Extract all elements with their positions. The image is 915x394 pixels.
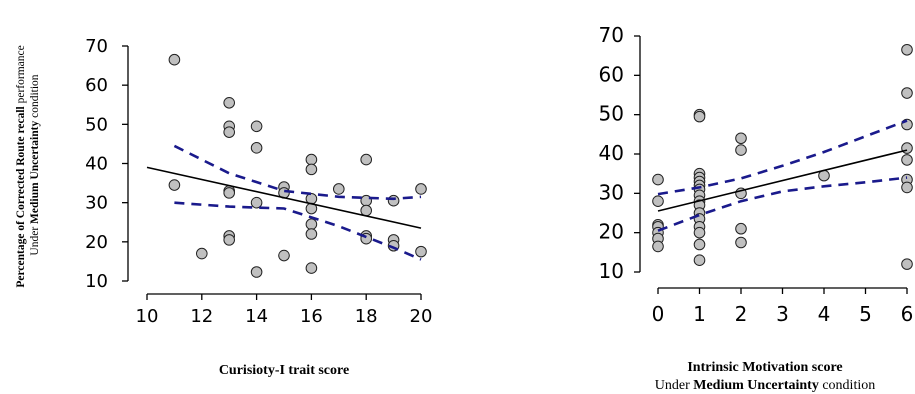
left-data-point (305, 218, 318, 231)
left-y-axis-label: Percentage of Corrected Route recall per… (15, 42, 41, 287)
right-y-tick-label: 50 (599, 102, 624, 126)
right-data-point (735, 222, 747, 235)
right-x-axis-label: Intrinsic Motivation score (687, 360, 842, 375)
right-y-tick-label: 20 (599, 220, 624, 244)
right-data-point (735, 144, 747, 156)
left-x-tick-label: 20 (410, 306, 433, 327)
left-chart: 10 20 30 40 50 60 70 10 12 14 16 18 20 Percentage o… (15, 36, 432, 378)
left-y-tick-label: 10 (85, 271, 108, 292)
left-data-point (250, 266, 263, 278)
left-data-point (333, 183, 345, 195)
left-x-tick-label: 14 (245, 306, 268, 327)
left-data-point (387, 194, 400, 207)
left-data-point (305, 153, 318, 166)
right-x-tick-label: 2 (735, 302, 748, 326)
left-data-point (415, 245, 427, 258)
right-data-point (901, 154, 913, 166)
left-x-axis-label: Curisioty-I trait score (219, 363, 349, 378)
left-data-point (250, 120, 263, 133)
left-data-point (305, 262, 318, 274)
right-x-tick-label: 5 (859, 302, 872, 326)
left-data-point (250, 196, 263, 209)
right-regression-line (657, 149, 908, 212)
right-data-point (693, 226, 706, 239)
right-data-point (652, 240, 664, 253)
left-data-point (196, 247, 208, 260)
left-y-tick-label: 70 (85, 36, 108, 57)
left-x-tick-label: 10 (136, 306, 159, 327)
left-data-point (223, 126, 235, 138)
right-data-point (735, 236, 747, 249)
right-data-point (901, 43, 913, 56)
right-data-point (735, 132, 747, 145)
right-x-tick-label: 3 (776, 302, 789, 326)
left-data-point (415, 183, 427, 195)
right-y-tick-label: 40 (599, 141, 624, 165)
left-data-point (305, 228, 318, 240)
right-data-point (693, 254, 706, 267)
left-data-point (360, 204, 373, 217)
left-data-point (168, 53, 181, 66)
left-x-tick-label: 16 (300, 306, 323, 327)
left-y-tick-label: 20 (85, 232, 108, 253)
right-data-point (901, 258, 913, 270)
left-ci-lower-line (174, 201, 422, 261)
right-x-tick-label: 6 (901, 302, 914, 326)
left-y-tick-label: 50 (85, 114, 108, 135)
right-y-tick-label: 60 (599, 62, 624, 86)
right-data-point (652, 173, 664, 186)
right-ci-upper-line (657, 119, 908, 196)
right-x-tick-label: 1 (693, 302, 706, 326)
left-x-tick-label: 18 (355, 306, 378, 327)
right-chart: 10 20 30 40 50 60 70 0 1 2 3 4 5 6 Intrinsic Motivat… (599, 23, 914, 393)
left-data-point (168, 179, 181, 191)
left-data-point (250, 142, 263, 154)
right-y-tick-label: 10 (599, 259, 624, 283)
left-data-point (223, 234, 235, 246)
left-data-point (223, 96, 235, 109)
left-data-point (360, 153, 373, 166)
left-y-tick-label: 40 (85, 154, 108, 175)
left-data-point (278, 249, 290, 262)
right-data-point (693, 110, 706, 123)
right-y-tick-label: 30 (599, 180, 624, 204)
right-data-point (901, 181, 913, 194)
left-ci-upper-line (173, 144, 422, 201)
right-sublabel: Under Medium Uncertainty condition (655, 378, 875, 393)
left-x-tick-label: 12 (190, 306, 213, 327)
left-y-tick-label: 30 (85, 193, 108, 214)
right-data-point (652, 195, 664, 207)
left-data-point (305, 163, 318, 176)
right-data-point (693, 238, 706, 251)
right-y-tick-label: 70 (599, 23, 624, 47)
left-data-point (223, 187, 235, 199)
right-x-tick-label: 4 (818, 302, 831, 326)
left-regression-line (146, 166, 422, 229)
right-x-tick-label: 0 (652, 302, 665, 326)
right-data-point (901, 87, 913, 99)
left-y-tick-label: 60 (85, 75, 108, 96)
